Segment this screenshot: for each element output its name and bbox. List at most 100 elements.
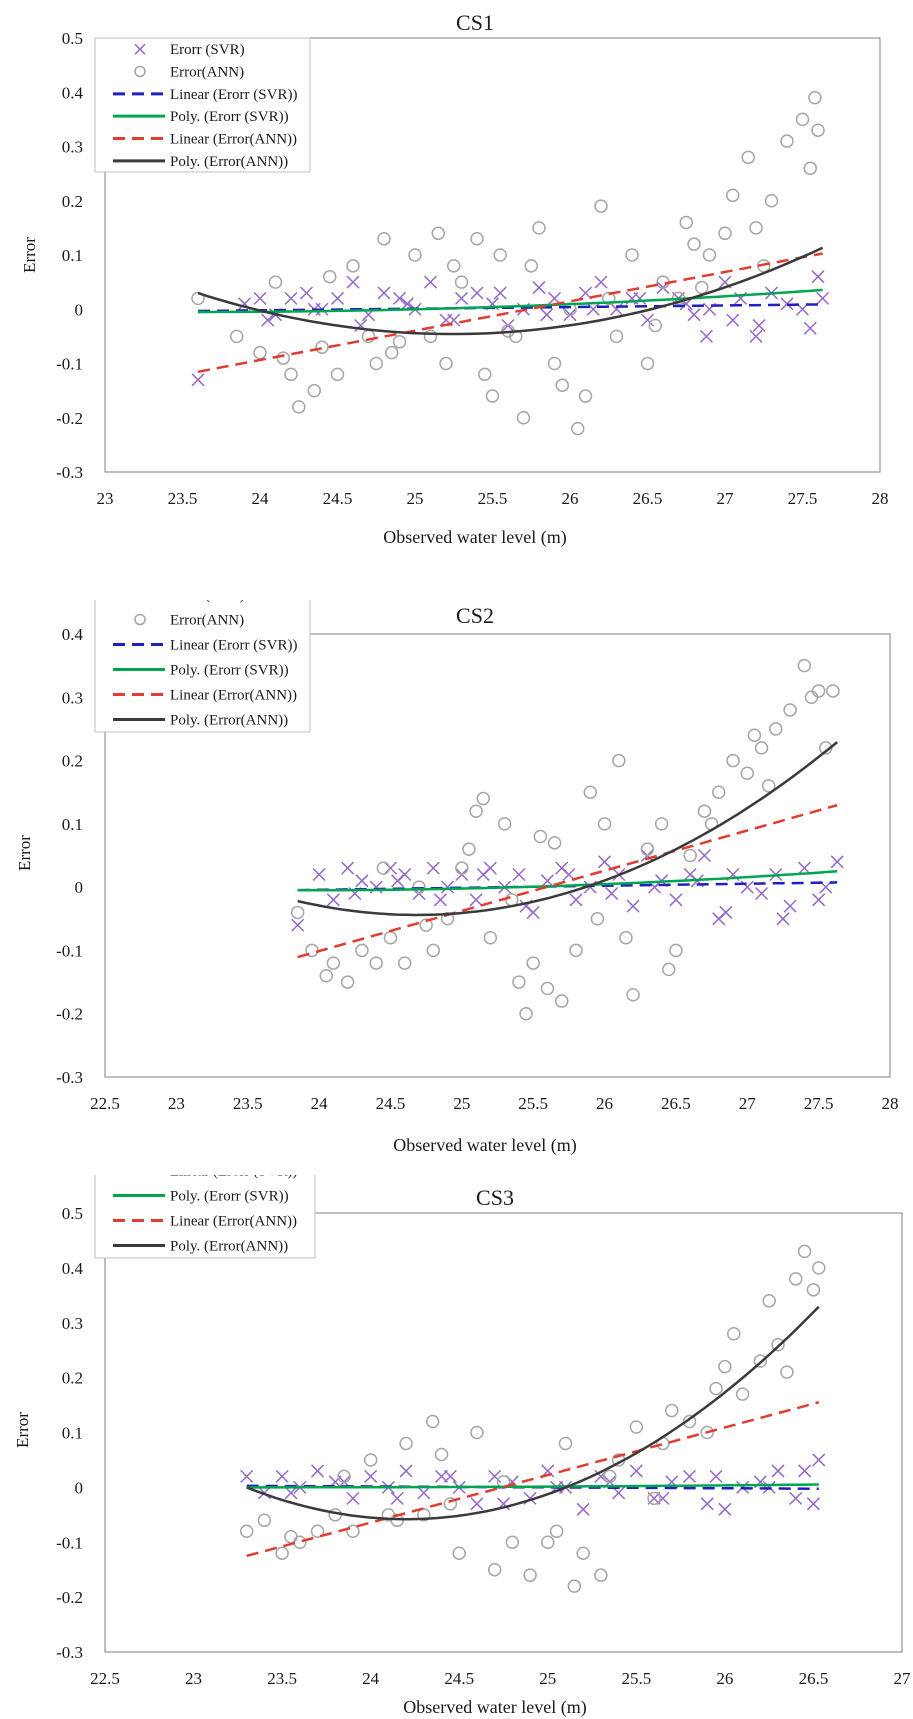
svr-error-point — [609, 302, 624, 316]
svr-error-point — [605, 886, 619, 901]
svr-error-point — [803, 321, 817, 335]
ann-error-point — [470, 231, 484, 246]
legend-label: Error(ANN) — [170, 613, 244, 629]
ann-error-point — [554, 994, 569, 1008]
ann-error-point — [385, 345, 399, 360]
ann-error-point — [268, 275, 283, 289]
ann-error-point — [749, 221, 763, 235]
svr-error-point — [330, 291, 345, 305]
ann-error-point — [811, 123, 825, 137]
svr-error-point — [576, 1502, 590, 1516]
x-tick-label: 27.5 — [804, 1094, 834, 1113]
ann-error-point — [487, 1562, 502, 1577]
y-tick-label: -0.1 — [56, 1533, 83, 1552]
ann-error-point — [669, 943, 683, 958]
linear-trendline — [197, 252, 823, 374]
ann-error-point — [797, 1244, 812, 1259]
ann-error-point — [408, 248, 422, 262]
x-tick-label: 25.5 — [518, 1094, 548, 1113]
ann-error-point — [647, 1491, 661, 1506]
ann-error-point — [594, 1568, 608, 1582]
legend-label: Poly. (Erorr (SVR)) — [170, 109, 289, 125]
x-tick-label: 26.5 — [799, 1669, 829, 1688]
ann-error-point — [788, 1272, 803, 1286]
y-tick-label: 0 — [75, 300, 84, 319]
ann-error-point — [654, 817, 669, 831]
ann-error-point — [726, 188, 740, 203]
x-axis-label: Observed water level (m) — [383, 527, 566, 548]
legend-label: Linear (Error(ANN)) — [170, 1214, 297, 1230]
y-tick-label: 0.1 — [62, 246, 83, 265]
x-tick-label: 27.5 — [788, 489, 818, 508]
ann-error-point — [455, 861, 469, 875]
ann-error-point — [253, 345, 267, 360]
legend-box — [94, 37, 311, 173]
ann-error-point — [808, 90, 822, 105]
legend-marker-circle — [134, 613, 146, 626]
y-tick-label: -0.2 — [56, 1005, 83, 1024]
ann-error-point — [555, 378, 569, 392]
svr-error-point — [752, 318, 766, 333]
ann-error-point — [519, 1006, 533, 1021]
y-tick-label: 0.2 — [62, 752, 83, 771]
ann-error-point — [648, 318, 662, 333]
poly-trendline — [246, 1483, 819, 1489]
y-tick-label: 0.3 — [62, 138, 83, 157]
ann-error-point — [804, 690, 819, 705]
y-tick-label: -0.3 — [56, 463, 83, 482]
svr-error-point — [470, 286, 484, 300]
svr-error-point — [377, 286, 391, 300]
ann-error-point — [485, 389, 500, 403]
y-tick-label: 0.2 — [62, 1369, 83, 1388]
svr-error-point — [391, 874, 405, 888]
svr-error-point — [719, 905, 733, 919]
svr-error-point — [469, 893, 483, 907]
y-tick-label: -0.1 — [56, 355, 83, 374]
legend-marker-x — [134, 43, 146, 55]
y-tick-label: -0.2 — [56, 409, 83, 428]
svr-error-point — [291, 918, 305, 932]
legend-label: Poly. (Error(ANN)) — [170, 154, 288, 170]
svr-error-point — [699, 329, 713, 343]
ann-error-point — [797, 658, 812, 673]
svr-error-point — [488, 1469, 502, 1483]
svr-error-point — [811, 270, 825, 284]
y-tick-label: 0 — [75, 1478, 84, 1497]
x-tick-label: 25 — [453, 1094, 470, 1113]
ann-error-point — [512, 975, 526, 989]
x-tick-label: 26 — [716, 1669, 733, 1688]
legend-label: Linear (Erorr (SVR)) — [170, 638, 297, 654]
svr-error-point — [682, 1469, 696, 1483]
ann-error-point — [505, 893, 519, 907]
ann-error-point — [640, 842, 655, 856]
y-tick-label: -0.3 — [56, 1643, 83, 1662]
ann-error-point — [431, 226, 445, 241]
ann-error-point — [493, 248, 507, 262]
x-tick-label: 23.5 — [267, 1669, 297, 1688]
ann-error-point — [718, 1359, 732, 1374]
ann-error-point — [569, 943, 583, 958]
ann-error-point — [741, 150, 755, 165]
ann-error-point — [439, 356, 453, 371]
ann-error-point — [541, 1535, 555, 1549]
ann-error-point — [363, 1453, 378, 1467]
x-tick-label: 23 — [97, 489, 114, 508]
y-tick-label: 0.4 — [62, 625, 84, 644]
y-tick-label: -0.1 — [56, 941, 83, 960]
svr-error-point — [749, 329, 763, 343]
chart-cs2: CS2 22.5 23 23.5 24 24.5 25 25.5 26 26.5 27 27.5 28… — [15, 600, 899, 1156]
svr-error-point — [816, 291, 830, 305]
legend: Erorr (SVR)Error(ANN)Linear (Erorr (SVR)… — [94, 1175, 316, 1259]
ann-error-point — [740, 766, 755, 780]
ann-error-point — [478, 367, 492, 382]
svr-error-point — [191, 373, 205, 387]
ann-error-point — [771, 1337, 785, 1352]
ann-error-point — [340, 975, 355, 989]
svr-error-point — [783, 899, 797, 913]
poly-trendline — [246, 1305, 820, 1521]
svr-error-point — [441, 880, 455, 894]
ann-error-point — [399, 1436, 413, 1451]
x-tick-label: 25 — [407, 489, 424, 508]
ann-error-point — [609, 329, 624, 344]
ann-error-point — [679, 215, 693, 230]
